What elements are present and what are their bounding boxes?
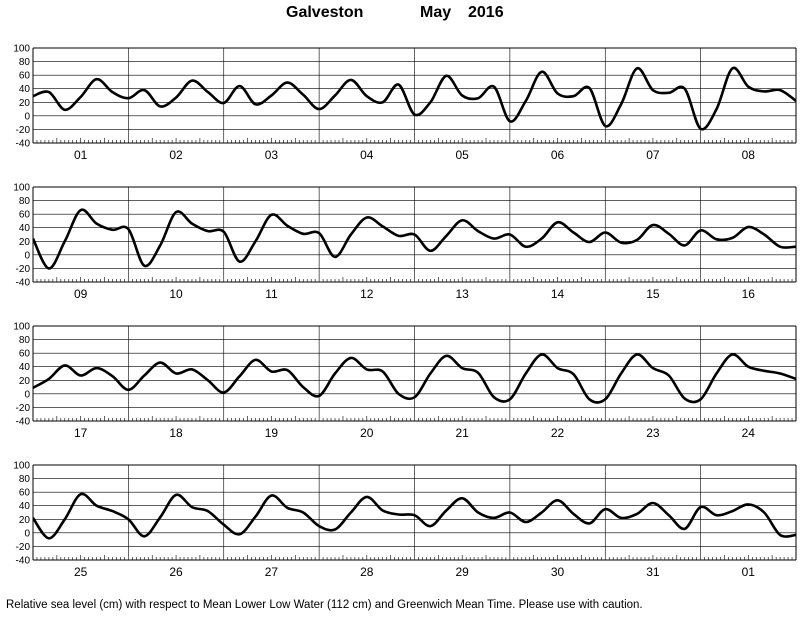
y-tick-label: -20 <box>16 403 31 414</box>
y-tick-label: 40 <box>19 84 31 95</box>
day-label: 08 <box>742 148 756 162</box>
y-tick-label: 20 <box>19 98 31 109</box>
day-label: 29 <box>456 565 470 579</box>
title-station: Galveston <box>286 4 364 21</box>
day-label: 19 <box>265 426 279 440</box>
y-tick-label: -40 <box>16 556 31 567</box>
day-label: 04 <box>360 148 374 162</box>
day-label: 05 <box>456 148 470 162</box>
y-tick-label: 80 <box>19 474 31 485</box>
y-tick-label: -40 <box>16 139 31 150</box>
y-tick-label: 0 <box>24 250 30 261</box>
y-tick-label: -20 <box>16 125 31 136</box>
y-tick-label: 40 <box>19 362 31 373</box>
y-tick-label: 20 <box>19 376 31 387</box>
y-tick-label: 100 <box>13 461 30 472</box>
chart-title: Galveston May 2016 <box>0 4 800 28</box>
y-tick-label: 40 <box>19 223 31 234</box>
day-label: 13 <box>456 287 470 301</box>
day-label: 11 <box>265 287 278 301</box>
y-tick-label: 60 <box>19 210 31 221</box>
day-label: 20 <box>360 426 374 440</box>
y-tick-label: 20 <box>19 237 31 248</box>
day-label: 26 <box>169 565 183 579</box>
tide-series-line <box>33 353 796 404</box>
panel-4: -40 -20 0 20 40 60 80 100 25 26 27 28 29 30 31 01 <box>13 461 797 579</box>
y-tick-label: 40 <box>19 501 31 512</box>
y-tick-label: 60 <box>19 488 31 499</box>
y-tick-label: 60 <box>19 349 31 360</box>
y-tick-label: 80 <box>19 196 31 207</box>
day-label: 14 <box>551 287 565 301</box>
y-tick-label: 0 <box>24 111 30 122</box>
day-label: 02 <box>169 148 183 162</box>
y-tick-label: -20 <box>16 264 31 275</box>
tide-series-line <box>33 66 796 131</box>
day-label: 28 <box>360 565 374 579</box>
y-tick-label: 100 <box>13 44 30 55</box>
day-label: 17 <box>74 426 88 440</box>
day-label: 01 <box>74 148 88 162</box>
day-label: 09 <box>74 287 88 301</box>
panel-2: -40 -20 0 20 40 60 80 100 09 10 11 12 13 14 15 16 <box>13 183 797 301</box>
y-tick-label: 60 <box>19 71 31 82</box>
day-label: 27 <box>265 565 279 579</box>
day-label: 06 <box>551 148 565 162</box>
y-tick-label: 20 <box>19 515 31 526</box>
tide-series-line <box>33 492 796 540</box>
day-label: 24 <box>742 426 756 440</box>
y-tick-label: 80 <box>19 335 31 346</box>
day-label: 07 <box>646 148 660 162</box>
y-tick-label: -40 <box>16 417 31 428</box>
day-label: 15 <box>646 287 660 301</box>
day-label: 18 <box>169 426 183 440</box>
day-label: 01 <box>742 565 756 579</box>
day-label: 31 <box>646 565 660 579</box>
y-tick-label: -40 <box>16 278 31 289</box>
footnote: Relative sea level (cm) with respect to … <box>6 599 643 611</box>
day-label: 03 <box>265 148 279 162</box>
y-tick-label: 0 <box>24 528 30 539</box>
day-label: 22 <box>551 426 565 440</box>
y-tick-label: -20 <box>16 542 31 553</box>
y-tick-label: 100 <box>13 183 30 194</box>
day-label: 21 <box>456 426 470 440</box>
day-label: 23 <box>646 426 660 440</box>
y-tick-label: 80 <box>19 57 31 68</box>
panel-3: -40 -20 0 20 40 60 80 100 17 18 19 20 21 22 23 24 <box>13 322 797 440</box>
day-label: 16 <box>742 287 756 301</box>
day-label: 10 <box>169 287 183 301</box>
day-label: 30 <box>551 565 565 579</box>
y-tick-label: 100 <box>13 322 30 333</box>
title-year: 2016 <box>468 4 504 21</box>
day-label: 25 <box>74 565 88 579</box>
title-month: May <box>420 4 452 21</box>
day-label: 12 <box>360 287 374 301</box>
tide-series-line <box>33 208 796 270</box>
panel-1: -40 -20 0 20 40 60 80 100 01 02 03 04 05 06 07 08 <box>13 44 797 162</box>
y-tick-label: 0 <box>24 389 30 400</box>
